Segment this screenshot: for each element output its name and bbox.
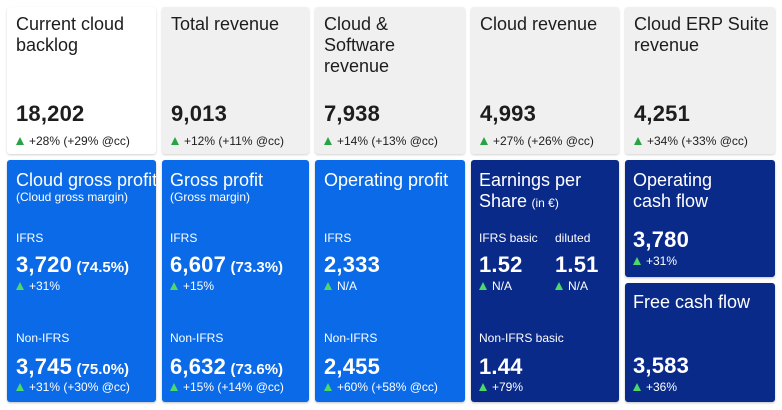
- ifrs-basic-value: 1.52: [479, 252, 523, 277]
- card-value: 18,202: [16, 101, 85, 126]
- card-total-revenue: Total revenue 9,013 +12% (+11% @cc): [162, 7, 309, 154]
- card-cloud-gross-profit: Cloud gross profit (Cloud gross margin) …: [7, 160, 156, 402]
- card-title: Operating profit: [324, 170, 449, 190]
- card-change: +31%: [646, 254, 678, 268]
- nonifrs-basic-label: Non-IFRS basic: [479, 331, 564, 345]
- card-title: Gross profit: [170, 170, 264, 190]
- nonifrs-margin: (75.0%): [76, 361, 130, 378]
- up-arrow-icon: [555, 282, 563, 290]
- ifrs-basic-label: IFRS basic: [479, 231, 538, 245]
- up-arrow-icon: [16, 137, 24, 145]
- card-value: 3,583: [633, 353, 690, 378]
- card-title: Cloud & Software revenue: [324, 14, 396, 76]
- card-unit: (in €): [531, 196, 559, 210]
- up-arrow-icon: [324, 282, 332, 290]
- card-title-line1: Earnings per: [479, 170, 582, 190]
- up-arrow-icon: [633, 383, 641, 391]
- up-arrow-icon: [479, 282, 487, 290]
- ifrs-change: +15%: [183, 279, 215, 293]
- ifrs-change: N/A: [337, 279, 358, 293]
- up-arrow-icon: [16, 282, 24, 290]
- ifrs-label: IFRS: [170, 231, 198, 245]
- ifrs-margin: (73.3%): [230, 259, 284, 276]
- ifrs-label: IFRS: [324, 231, 352, 245]
- card-title-line2: Share: [479, 191, 528, 211]
- nonifrs-change: +31% (+30% @cc): [29, 380, 130, 394]
- card-title-line1: Operating: [633, 170, 713, 190]
- card-title: Cloud ERP Suite revenue: [634, 14, 769, 55]
- ifrs-basic-change: N/A: [492, 279, 513, 293]
- card-value: 7,938: [324, 101, 381, 126]
- card-value: 4,993: [480, 101, 537, 126]
- card-cloud-revenue: Cloud revenue 4,993 +27% (+26% @cc): [471, 7, 619, 154]
- card-cloud-software-revenue: Cloud & Software revenue 7,938 +14% (+13…: [315, 7, 465, 154]
- card-title: Cloud gross profit: [16, 170, 156, 190]
- card-current-cloud-backlog: Current cloud backlog 18,202 +28% (+29% …: [7, 7, 156, 154]
- card-operating-cash-flow: Operating cash flow 3,780 +31%: [625, 160, 775, 277]
- card-title: Cloud revenue: [480, 14, 598, 34]
- nonifrs-label: Non-IFRS: [16, 331, 70, 345]
- card-title: Total revenue: [171, 14, 280, 34]
- nonifrs-label: Non-IFRS: [324, 331, 378, 345]
- card-operating-profit: Operating profit IFRS 2,333 N/A Non-IFRS…: [315, 160, 465, 402]
- card-change: +27% (+26% @cc): [493, 134, 594, 148]
- card-change: +28% (+29% @cc): [29, 134, 130, 148]
- card-title: Free cash flow: [633, 292, 751, 312]
- up-arrow-icon: [634, 137, 642, 145]
- diluted-value: 1.51: [555, 252, 599, 277]
- up-arrow-icon: [480, 137, 488, 145]
- diluted-change: N/A: [568, 279, 589, 293]
- card-value: 4,251: [634, 101, 691, 126]
- nonifrs-basic-value: 1.44: [479, 354, 523, 379]
- card-cloud-erp-suite-revenue: Cloud ERP Suite revenue 4,251 +34% (+33%…: [625, 7, 775, 154]
- card-gross-profit: Gross profit (Gross margin) IFRS 6,607 (…: [162, 160, 309, 402]
- card-change: +12% (+11% @cc): [184, 134, 285, 148]
- card-change: +34% (+33% @cc): [647, 134, 748, 148]
- card-subtitle: (Cloud gross margin): [16, 190, 129, 204]
- ifrs-label: IFRS: [16, 231, 44, 245]
- nonifrs-value: 2,455: [324, 354, 381, 379]
- ifrs-margin: (74.5%): [76, 259, 130, 276]
- card-value: 9,013: [171, 101, 228, 126]
- card-free-cash-flow: Free cash flow 3,583 +36%: [625, 283, 775, 402]
- up-arrow-icon: [171, 137, 179, 145]
- ifrs-value: 3,720: [16, 252, 73, 277]
- card-earnings-per-share: Earnings per Share (in €) IFRS basic 1.5…: [471, 160, 619, 402]
- card-subtitle: (Gross margin): [170, 190, 251, 204]
- up-arrow-icon: [170, 282, 178, 290]
- up-arrow-icon: [479, 383, 487, 391]
- ifrs-value: 2,333: [324, 252, 381, 277]
- up-arrow-icon: [324, 383, 332, 391]
- ifrs-value: 6,607: [170, 252, 227, 277]
- nonifrs-change: +60% (+58% @cc): [337, 380, 438, 394]
- nonifrs-basic-change: +79%: [492, 380, 524, 394]
- nonifrs-margin: (73.6%): [230, 361, 284, 378]
- card-change: +14% (+13% @cc): [337, 134, 438, 148]
- up-arrow-icon: [324, 137, 332, 145]
- card-title: Current cloud backlog: [16, 14, 125, 55]
- ifrs-change: +31%: [29, 279, 61, 293]
- card-change: +36%: [646, 380, 678, 394]
- diluted-label: diluted: [555, 231, 591, 245]
- nonifrs-value: 6,632: [170, 354, 227, 379]
- up-arrow-icon: [633, 257, 641, 265]
- up-arrow-icon: [170, 383, 178, 391]
- card-value: 3,780: [633, 227, 690, 252]
- card-title-line2: cash flow: [633, 191, 709, 211]
- nonifrs-value: 3,745: [16, 354, 73, 379]
- nonifrs-label: Non-IFRS: [170, 331, 224, 345]
- up-arrow-icon: [16, 383, 24, 391]
- nonifrs-change: +15% (+14% @cc): [183, 380, 284, 394]
